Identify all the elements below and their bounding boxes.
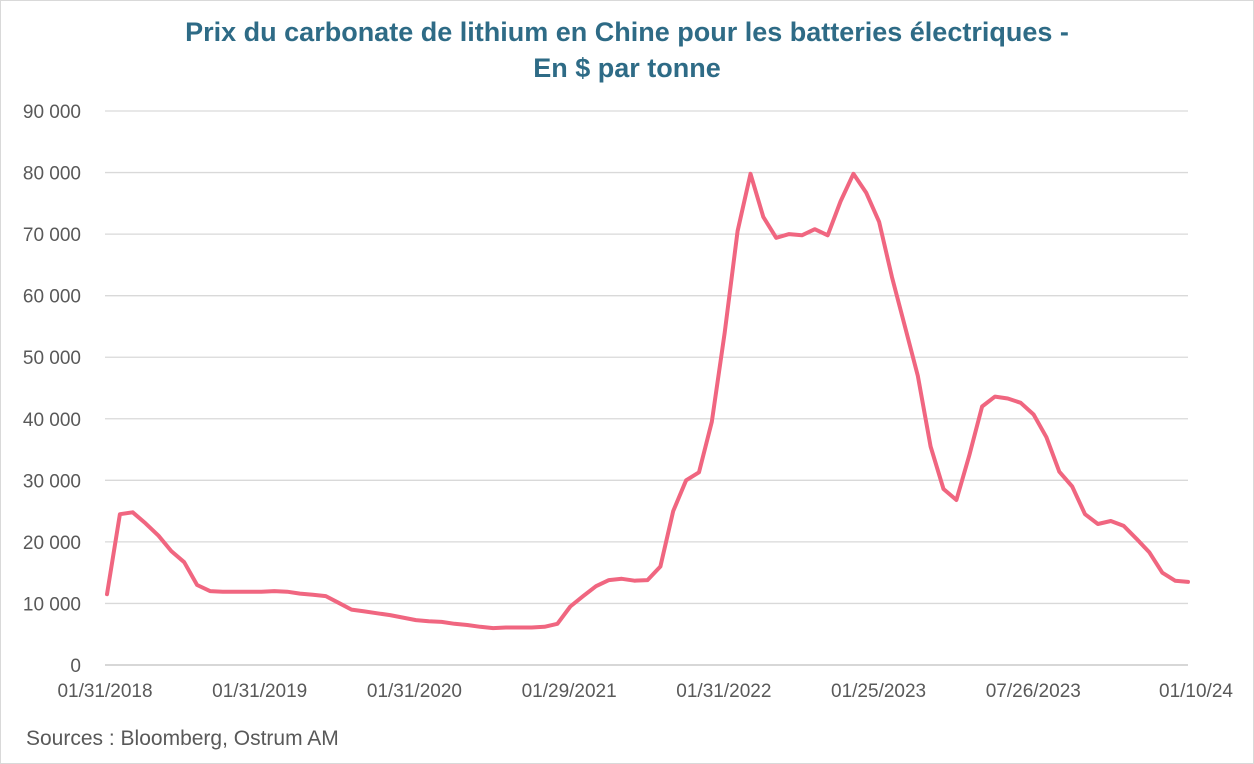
x-tick-label: 01/31/2019: [212, 681, 307, 702]
series-line-lithium-carbonate-price: [105, 171, 1190, 631]
source-note: Sources : Bloomberg, Ostrum AM: [26, 727, 339, 750]
chart-title-line-2: En $ par tonne: [533, 53, 721, 83]
x-tick-label: 01/25/2023: [831, 681, 926, 702]
x-tick-label: 01/31/2020: [367, 681, 462, 702]
x-tick-label: 01/10/24: [1159, 681, 1233, 702]
gridlines: [105, 110, 1188, 666]
series-group: [105, 171, 1190, 631]
y-tick-label: 70 000: [23, 225, 81, 246]
x-tick-label: 01/31/2018: [57, 681, 152, 702]
y-tick-label: 50 000: [23, 348, 81, 369]
y-tick-label: 20 000: [23, 533, 81, 554]
chart-title: Prix du carbonate de lithium en Chine po…: [0, 14, 1254, 86]
y-tick-label: 40 000: [23, 410, 81, 431]
x-tick-label: 01/31/2022: [676, 681, 771, 702]
chart-title-line-1: Prix du carbonate de lithium en Chine po…: [185, 17, 1069, 47]
y-tick-label: 0: [70, 656, 81, 677]
y-tick-label: 80 000: [23, 164, 81, 185]
y-tick-label: 60 000: [23, 287, 81, 308]
y-tick-label: 30 000: [23, 471, 81, 492]
x-tick-label: 07/26/2023: [986, 681, 1081, 702]
x-tick-label: 01/29/2021: [522, 681, 617, 702]
x-axis-tick-labels: 01/31/2018 01/31/2019 01/31/2020 01/29/2021…: [57, 681, 1233, 702]
y-tick-label: 90 000: [23, 102, 81, 123]
y-axis-tick-labels: 0 10 000 20 000 30 000 40 000 50 000 60 000 70 …: [23, 102, 81, 677]
y-tick-label: 10 000: [23, 594, 81, 615]
